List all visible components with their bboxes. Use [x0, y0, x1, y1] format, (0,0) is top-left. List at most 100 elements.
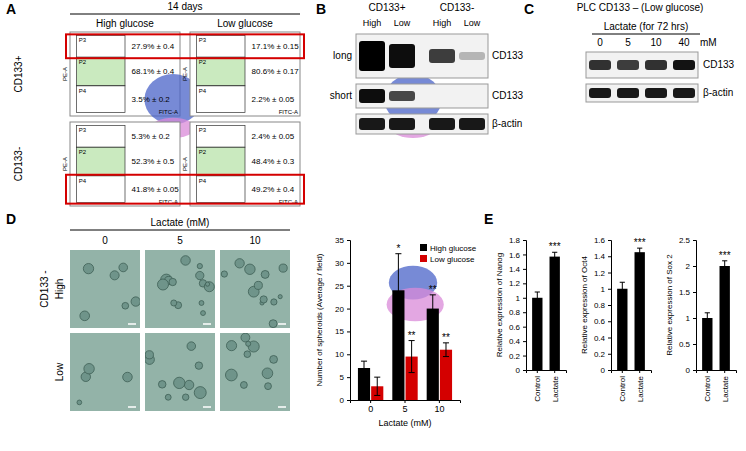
- bar: [532, 298, 542, 370]
- spheroid: [260, 296, 267, 303]
- spheroid: [83, 263, 93, 273]
- gate-percent: 49.2% ± 0.4: [252, 185, 295, 194]
- blot-strip: [356, 84, 488, 108]
- legend-label: High glucose: [430, 244, 477, 253]
- axis-title: PE-A: [182, 67, 188, 81]
- axis-line: [347, 241, 351, 401]
- spheroid: [80, 311, 90, 321]
- tick-label: Lactate: [720, 375, 729, 402]
- error-cap: [443, 356, 449, 357]
- spheroid: [261, 270, 269, 278]
- tick: 0: [340, 396, 350, 405]
- bar-chart: ***00.20.40.60.811.21.41.61.8ControlLact…: [495, 236, 567, 402]
- tick-mark: [523, 240, 526, 241]
- axis-title: FITC-A: [159, 109, 178, 115]
- lane-label: 40: [678, 37, 690, 48]
- tick: 1.2: [509, 279, 526, 288]
- spheroid: [269, 320, 277, 328]
- spheroid: [221, 271, 227, 277]
- error-cap: [430, 322, 436, 323]
- gate: [77, 86, 125, 113]
- gate-percent: 80.6% ± 0.17: [252, 67, 300, 76]
- micrograph-bg: [145, 333, 215, 411]
- tick-label: 0.8: [594, 301, 606, 310]
- blot-strip: [586, 52, 698, 78]
- tick-mark: [523, 283, 526, 284]
- tick-label: 15: [335, 327, 344, 336]
- tick: 0.6: [594, 317, 611, 326]
- tick-mark: [370, 400, 371, 403]
- column-header: High glucose: [96, 18, 154, 29]
- scale-bar: [128, 406, 136, 408]
- axis-line: [351, 401, 461, 404]
- legend: High glucoseLow glucose: [420, 244, 477, 264]
- axis-line: [693, 241, 697, 371]
- tick: 1: [686, 314, 696, 323]
- axis-title: Lactate (mM): [378, 418, 431, 428]
- micrograph: [145, 250, 215, 328]
- axis-line: [608, 241, 612, 371]
- blot-strip: [586, 84, 698, 102]
- blot-band: [673, 60, 695, 70]
- tick: 0: [601, 366, 611, 375]
- tick-mark: [608, 370, 611, 371]
- tick-mark: [639, 370, 640, 373]
- tick: 2: [686, 262, 696, 271]
- tick-mark: [608, 240, 611, 241]
- bar-chart: ***00.20.40.60.811.21.41.6ControlLactate…: [580, 236, 652, 402]
- tick: Control: [618, 370, 627, 402]
- scale-bar: [278, 406, 286, 408]
- plot-frame: [190, 122, 300, 206]
- tick: 0: [516, 366, 526, 375]
- gate: [197, 125, 245, 147]
- axis-title: FITC-A: [279, 109, 298, 115]
- scale-bar: [203, 406, 211, 408]
- column-header: Low glucose: [217, 18, 273, 29]
- micrograph: [220, 333, 290, 411]
- bar: [617, 289, 627, 370]
- gate-name: P4: [79, 178, 87, 184]
- spheroid: [182, 394, 188, 400]
- spheroid: [254, 281, 262, 289]
- tick: 0.5: [679, 340, 696, 349]
- tick-mark: [693, 292, 696, 293]
- gate: [197, 176, 245, 203]
- spheroid: [279, 264, 287, 272]
- tick: 1: [601, 285, 611, 294]
- tick: Control: [703, 370, 712, 402]
- tick-mark: [608, 289, 611, 290]
- axis-title: Relative expression of Sox 2: [665, 254, 674, 356]
- tick-mark: [693, 344, 696, 345]
- tick-mark: [347, 240, 350, 241]
- tick: 20: [335, 305, 350, 314]
- spheroid: [158, 381, 166, 389]
- tick-label: 0.2: [594, 350, 606, 359]
- spheroid: [110, 271, 119, 280]
- error-cap: [535, 292, 540, 293]
- tick-label: 20: [335, 305, 344, 314]
- y-axis: 00.20.40.60.811.21.41.6: [594, 236, 612, 375]
- tick: 1.6: [509, 251, 526, 260]
- spheroid: [145, 351, 153, 359]
- tick-mark: [523, 298, 526, 299]
- tick: 0.8: [594, 301, 611, 310]
- gate: [197, 57, 245, 86]
- spheroid: [278, 295, 282, 299]
- axis-line: [527, 371, 567, 374]
- lane-label: Low: [464, 18, 481, 28]
- tick: 0: [368, 400, 373, 414]
- marks: [617, 248, 645, 370]
- panel-letter: B: [316, 1, 326, 17]
- tick-label: Lactate: [550, 375, 559, 402]
- tick-label: 35: [335, 236, 344, 245]
- tick-mark: [608, 338, 611, 339]
- significance: **: [429, 284, 437, 295]
- error-bar: [377, 377, 378, 395]
- tick-label: 1: [601, 285, 606, 294]
- lane-label: 0: [597, 37, 603, 48]
- gate-percent: 17.1% ± 0.15: [252, 42, 300, 51]
- blot-band: [389, 118, 415, 130]
- lane-label: High: [433, 18, 452, 28]
- gate: [77, 176, 125, 203]
- tick: 15: [335, 327, 350, 336]
